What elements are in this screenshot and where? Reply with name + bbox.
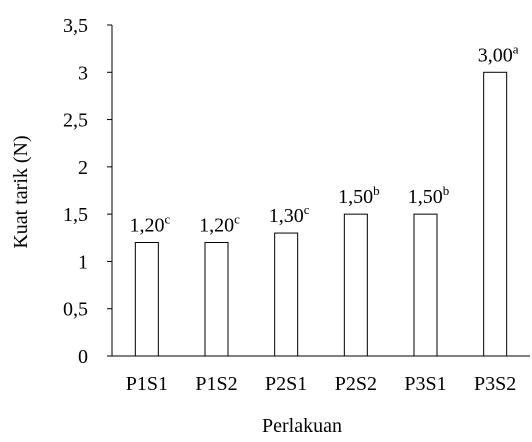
data-label-value: 1,30 (269, 205, 304, 227)
data-label-p2s1: 1,30c (269, 202, 310, 227)
y-tick-label: 3 (78, 62, 88, 84)
y-tick-label: 2 (78, 157, 88, 179)
significance-letter: c (304, 202, 310, 217)
y-tick-label: 0 (78, 346, 88, 368)
significance-letter: a (513, 41, 519, 56)
data-label-p3s2: 3,00a (478, 41, 519, 66)
y-tick-label: 1,5 (63, 204, 88, 226)
x-tick-label-p2s1: P2S1 (265, 373, 307, 395)
x-tick-label-p2s2: P2S2 (335, 373, 377, 395)
significance-letter: c (234, 212, 240, 227)
data-label-value: 3,00 (478, 44, 513, 66)
x-tick-label-p1s2: P1S2 (195, 373, 237, 395)
significance-letter: c (164, 212, 170, 227)
data-label-p3s1: 1,50b (408, 183, 450, 208)
data-label-p2s2: 1,50b (338, 183, 380, 208)
bar-p3s2 (483, 71, 508, 357)
data-label-p1s2: 1,20c (199, 212, 240, 237)
bar-p3s1 (413, 213, 438, 357)
data-label-value: 1,20 (129, 215, 164, 237)
y-tick-label: 0,5 (63, 299, 88, 321)
x-tick-label-p3s1: P3S1 (404, 373, 446, 395)
y-tick-label: 1 (78, 251, 88, 273)
significance-letter: b (373, 183, 380, 198)
x-axis-title: Perlakuan (262, 415, 342, 437)
chart-axes (111, 25, 530, 357)
bar-p2s2 (343, 213, 368, 357)
significance-letter: b (443, 183, 450, 198)
chart-bars (134, 71, 508, 357)
x-tick-label-p3s2: P3S2 (474, 373, 516, 395)
data-label-p1s1: 1,20c (129, 212, 170, 237)
y-tick-labels: 0 0,5 1 1,5 2 2,5 3 3,5 (63, 15, 112, 368)
data-label-value: 1,20 (199, 215, 234, 237)
y-tick-label: 2,5 (63, 110, 88, 132)
bar-p1s2 (204, 242, 229, 357)
x-tick-label-p1s1: P1S1 (126, 373, 168, 395)
y-axis-title: Kuat tarik (N) (10, 135, 32, 248)
x-tick-labels: P1S1 P1S2 P2S1 P2S2 P3S1 P3S2 (126, 373, 517, 395)
y-tick-label: 3,5 (63, 15, 88, 37)
data-label-value: 1,50 (408, 186, 443, 208)
data-label-value: 1,50 (338, 186, 373, 208)
bar-p1s1 (134, 242, 159, 357)
bar-p2s1 (274, 232, 299, 357)
